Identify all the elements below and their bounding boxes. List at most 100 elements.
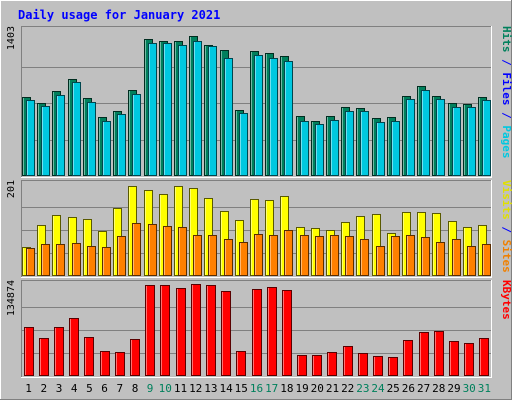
bar-files-day-23	[360, 111, 369, 176]
bar-files-day-30	[467, 107, 476, 176]
bar-sites-day-25	[391, 236, 400, 276]
bar-body	[284, 230, 293, 276]
bar-files-day-25	[391, 121, 400, 176]
bar-sites-day-16	[254, 234, 263, 276]
bar-body	[54, 327, 64, 376]
bar-body	[434, 331, 444, 376]
bar-outline	[436, 242, 445, 276]
bar-sites-day-2	[41, 244, 50, 276]
bar-outline	[24, 327, 34, 376]
bar-files-day-16	[254, 55, 263, 176]
panel-hits: 1403 Hits / Files / Pages	[6, 26, 512, 178]
bar-body	[117, 114, 126, 176]
bar-outline	[479, 338, 489, 376]
bar-sites-day-15	[239, 242, 248, 276]
bar-outline	[315, 236, 324, 276]
bar-body	[178, 227, 187, 276]
bar-kbytes-day-26	[403, 340, 413, 376]
bar-outline	[434, 331, 444, 376]
bar-outline	[345, 236, 354, 276]
bar-body	[193, 235, 202, 276]
bar-body	[41, 244, 50, 276]
x-tick-label-day-18: 18	[280, 382, 293, 395]
bar-outline	[163, 43, 172, 176]
bar-body	[406, 235, 415, 276]
bar-outline	[117, 114, 126, 176]
bar-outline	[102, 121, 111, 176]
bar-sites-day-24	[376, 246, 385, 276]
x-tick-label-day-10: 10	[159, 382, 172, 395]
bar-kbytes-day-18	[282, 290, 292, 376]
bar-outline	[102, 247, 111, 276]
panel-visits-legend: Visits / Sites	[500, 180, 512, 273]
bar-kbytes-day-29	[449, 341, 459, 376]
x-tick-label-day-31: 31	[478, 382, 491, 395]
bar-outline	[452, 239, 461, 276]
bar-outline	[300, 235, 309, 276]
bar-outline	[41, 244, 50, 276]
bar-files-day-26	[406, 99, 415, 176]
legend-entry: KBytes	[500, 280, 512, 320]
bar-outline	[373, 356, 383, 376]
bar-body	[315, 124, 324, 176]
bar-body	[148, 224, 157, 276]
x-tick-label-day-29: 29	[447, 382, 460, 395]
bar-outline	[54, 327, 64, 376]
bar-body	[254, 234, 263, 276]
bar-body	[282, 290, 292, 376]
x-tick-label-day-5: 5	[86, 382, 93, 395]
bar-outline	[267, 287, 277, 376]
series-kbytes	[24, 284, 489, 376]
bar-sites-day-8	[132, 223, 141, 276]
bar-files-day-21	[330, 120, 339, 176]
bar-outline	[482, 100, 491, 176]
bar-outline	[193, 235, 202, 276]
legend-entry: Hits	[500, 26, 512, 53]
bar-body	[284, 61, 293, 176]
bar-files-day-8	[132, 94, 141, 176]
bar-body	[360, 239, 369, 276]
bar-body	[193, 41, 202, 176]
bar-outline	[132, 223, 141, 276]
bar-body	[269, 58, 278, 176]
bar-body	[372, 214, 381, 276]
bar-sites-day-23	[360, 239, 369, 276]
bar-outline	[178, 45, 187, 176]
bar-kbytes-day-17	[267, 287, 277, 376]
bar-kbytes-day-21	[327, 352, 337, 376]
x-tick-label-day-4: 4	[71, 382, 78, 395]
bar-outline	[26, 248, 35, 276]
bar-sites-day-12	[193, 235, 202, 276]
bar-outline	[239, 242, 248, 276]
bar-body	[102, 121, 111, 176]
bar-kbytes-day-6	[100, 351, 110, 376]
bar-outline	[403, 340, 413, 376]
bar-body	[163, 226, 172, 276]
bar-kbytes-day-13	[206, 285, 216, 376]
bar-body	[391, 121, 400, 176]
bar-body	[358, 353, 368, 376]
bar-outline	[436, 99, 445, 176]
bar-outline	[419, 332, 429, 376]
bar-outline	[239, 113, 248, 176]
bar-body	[56, 95, 65, 176]
x-tick-label-day-19: 19	[295, 382, 308, 395]
bar-kbytes-day-16	[252, 289, 262, 376]
x-tick-label-day-25: 25	[387, 382, 400, 395]
bar-body	[191, 284, 201, 376]
bar-body	[297, 355, 307, 376]
bar-kbytes-day-22	[343, 346, 353, 376]
bar-kbytes-day-2	[39, 338, 49, 376]
bar-files-day-12	[193, 41, 202, 176]
bar-outline	[376, 246, 385, 276]
bar-kbytes-day-23	[358, 353, 368, 376]
bar-body	[330, 235, 339, 276]
bar-outline	[191, 284, 201, 376]
bar-outline	[41, 106, 50, 176]
bar-files-day-17	[269, 58, 278, 176]
bar-sites-day-29	[452, 239, 461, 276]
bar-outline	[132, 94, 141, 176]
bar-body	[467, 246, 476, 276]
bar-body	[56, 244, 65, 276]
